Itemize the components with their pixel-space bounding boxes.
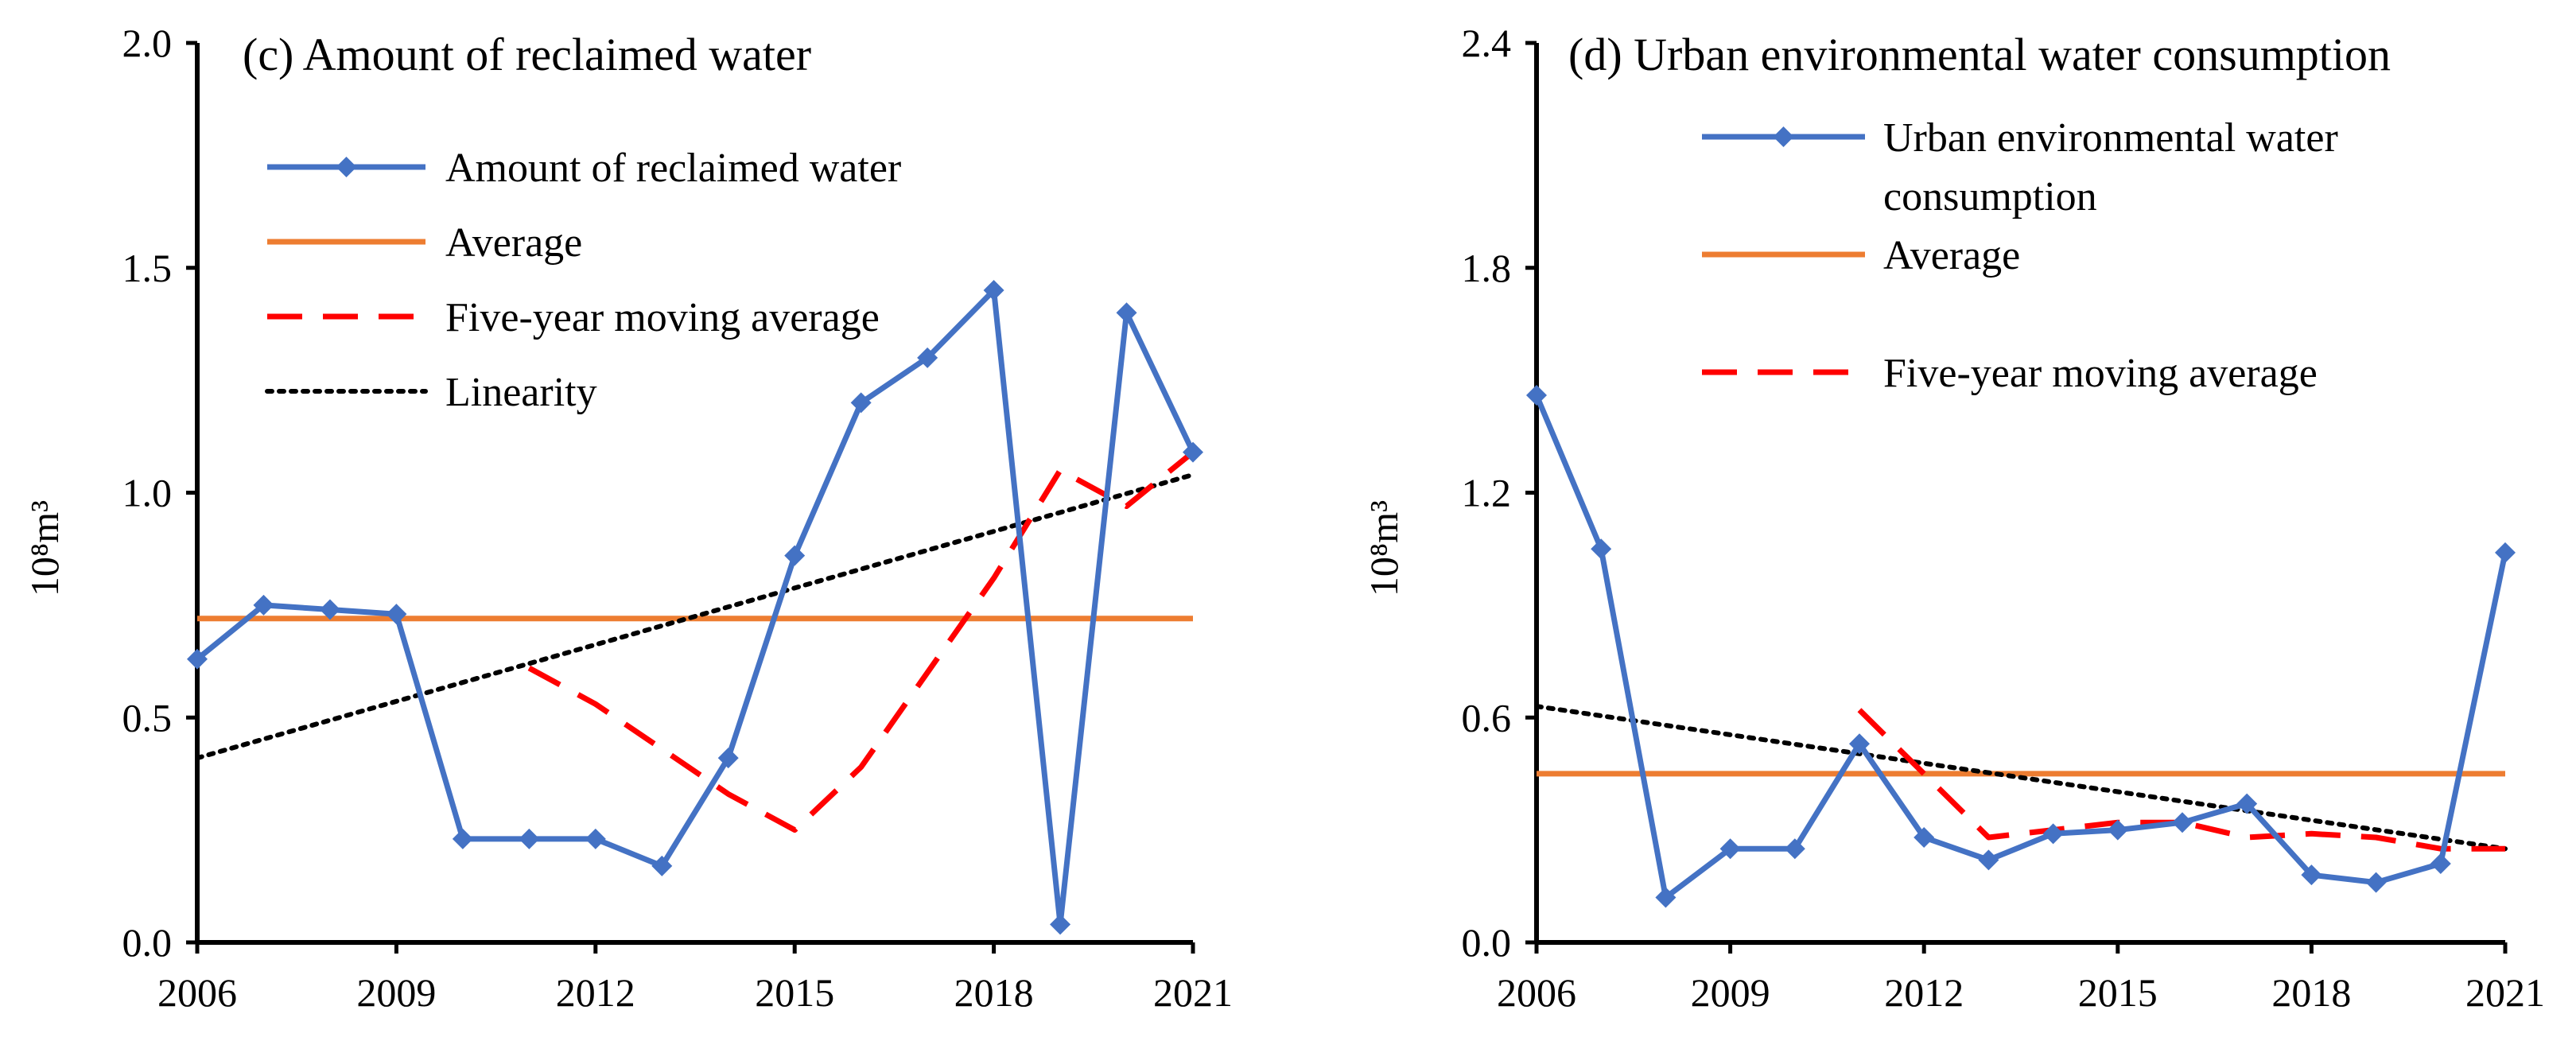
data-point <box>1050 914 1071 935</box>
x-tick-label: 2012 <box>556 970 635 1015</box>
legend-marker <box>336 157 357 177</box>
legend-label: Amount of reclaimed water <box>445 146 901 191</box>
y-tick-label: 2.4 <box>1462 21 1512 65</box>
data-point <box>2365 872 2387 893</box>
data-point <box>2042 823 2064 845</box>
legend-label: Average <box>1883 233 2020 278</box>
data-point <box>253 594 274 616</box>
y-tick-label: 0.0 <box>1462 920 1512 965</box>
chart-urban-environmental-water: 0.0 0.6 1.2 1.8 2.4 2006 2009 2012 2015 2018 2021 1… <box>1362 21 2545 1015</box>
y-axis-label: 10⁸m³ <box>22 500 67 596</box>
y-tick-label: 0.6 <box>1462 695 1512 740</box>
y-tick-label: 0.5 <box>122 695 173 740</box>
data-point <box>2172 812 2193 833</box>
data-point <box>1849 733 1870 755</box>
data-point <box>452 828 473 849</box>
y-axis-label: 10⁸m³ <box>1362 500 1406 596</box>
y-tick-label: 1.5 <box>122 246 173 290</box>
data-point <box>187 648 208 670</box>
data-point <box>850 392 872 414</box>
series-line-amount-of-reclaimed-water <box>195 287 1196 927</box>
chart-title: (d) Urban environmental water consumptio… <box>1568 29 2391 80</box>
series-line-five-year-moving-average <box>527 449 1195 833</box>
data-point <box>1183 441 1203 463</box>
data-point <box>2430 853 2451 875</box>
data-point <box>1784 838 1805 860</box>
chart-title: (c) Amount of reclaimed water <box>243 29 811 80</box>
x-tick-label: 2018 <box>2271 970 2351 1015</box>
data-point <box>784 545 806 566</box>
data-point <box>2107 819 2128 841</box>
data-point <box>585 828 606 849</box>
x-tick-label: 2012 <box>1884 970 1964 1015</box>
legend-marker <box>1773 126 1794 147</box>
x-tick-label: 2021 <box>1153 970 1233 1015</box>
data-point <box>1591 538 1612 560</box>
data-point <box>917 347 938 368</box>
legend-label: Five-year moving average <box>1883 351 2318 396</box>
y-tick-label: 1.8 <box>1462 246 1512 290</box>
y-tick-label: 2.0 <box>122 21 173 65</box>
series-line-urban-environmental-water-consumption <box>1533 394 2508 900</box>
chart-reclaimed-water: 0.0 0.5 1.0 1.5 2.0 2006 2009 2012 2015 2018 2021 1… <box>22 21 1233 1015</box>
legend-label: Five-year moving average <box>445 295 880 340</box>
data-point <box>717 748 739 769</box>
legend: Urban environmental water consumption Aver… <box>1702 115 2338 396</box>
x-tick-label: 2006 <box>157 970 237 1015</box>
data-point <box>1655 887 1677 908</box>
legend-label: Average <box>445 220 582 266</box>
x-tick-label: 2006 <box>1497 970 1576 1015</box>
data-point <box>519 828 540 849</box>
x-tick-label: 2021 <box>2465 970 2545 1015</box>
data-point <box>319 599 340 620</box>
data-point <box>2495 542 2516 563</box>
data-point <box>1978 849 1999 871</box>
legend-label: Linearity <box>445 370 597 415</box>
data-point <box>1526 384 1547 406</box>
data-point <box>1914 827 1935 849</box>
data-point <box>651 855 673 876</box>
legend-label: consumption <box>1883 174 2097 219</box>
x-tick-label: 2015 <box>755 970 834 1015</box>
y-tick-label: 1.0 <box>122 471 173 515</box>
x-tick-label: 2015 <box>2078 970 2158 1015</box>
data-point <box>2301 864 2322 886</box>
legend: Amount of reclaimed water Average Five-yea… <box>265 146 901 415</box>
y-tick-label: 0.0 <box>122 920 173 965</box>
x-tick-label: 2018 <box>954 970 1034 1015</box>
data-point <box>983 280 1004 301</box>
data-point <box>1116 302 1137 324</box>
legend-label: Urban environmental water <box>1883 115 2338 161</box>
x-tick-label: 2009 <box>356 970 436 1015</box>
x-tick-label: 2009 <box>1691 970 1770 1015</box>
series-line-linearity <box>1534 704 2508 852</box>
y-tick-label: 1.2 <box>1462 471 1512 515</box>
data-point <box>2236 793 2258 814</box>
data-point <box>1719 838 1741 860</box>
data-point <box>386 604 407 625</box>
